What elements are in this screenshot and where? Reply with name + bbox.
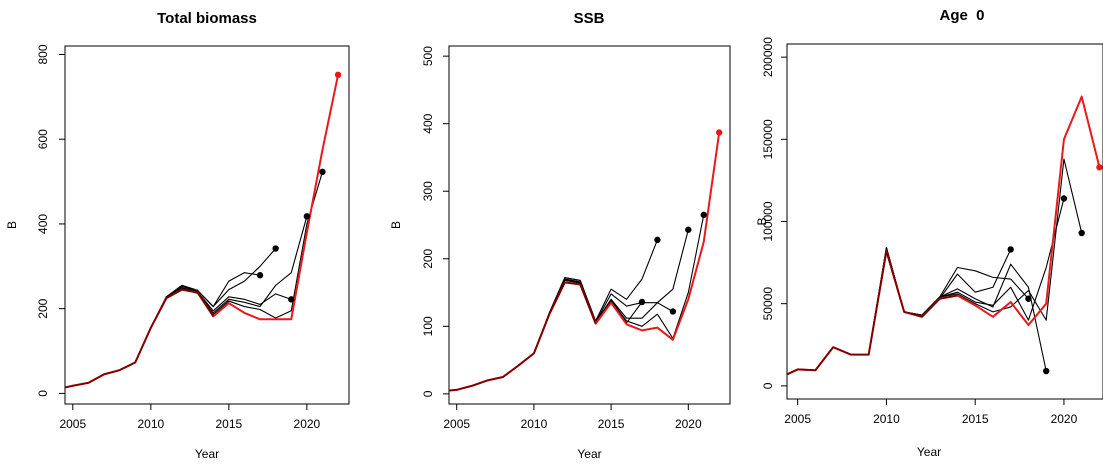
total-biomass-series-group — [65, 74, 340, 389]
ssb-retro-endpoint-point — [638, 298, 646, 306]
total-biomass-x-tick-label: 2010 — [137, 417, 164, 431]
total-biomass-retro-endpoint-point — [256, 272, 264, 279]
ssb-final-endpoint-point — [715, 129, 723, 136]
total-biomass-retro-series-line — [65, 285, 292, 389]
total-biomass-x-tick-label: 2020 — [294, 417, 321, 431]
age0-y-tick-label: 100000 — [761, 201, 775, 241]
total-biomass-retro-endpoint-point — [272, 245, 279, 252]
age0-x-tick-label: 2010 — [873, 412, 900, 426]
age0-x-tick-label: 2020 — [1051, 412, 1078, 426]
ssb-title: SSB — [574, 10, 605, 27]
age0-overlap-line — [787, 250, 958, 376]
age0-final-series-line — [787, 95, 1101, 376]
total-biomass-final-series-line — [65, 74, 340, 389]
age0-x-axis-label: Year — [917, 445, 941, 459]
ssb-overlap-line — [449, 281, 597, 392]
ssb-final-series-line — [449, 132, 721, 392]
age0-retro-series-line — [787, 198, 1065, 375]
total-biomass-y-tick-label: 200 — [36, 298, 50, 318]
total-biomass-overlap-line — [65, 288, 214, 389]
total-biomass-x-axis-label: Year — [195, 447, 219, 461]
ssb-retro-endpoint-point — [654, 236, 661, 244]
ssb-plot-frame — [448, 45, 731, 405]
ssb-retro-series-line — [449, 229, 689, 392]
ssb-retro-series-line — [449, 214, 705, 392]
age0-y-tick-label: 0 — [761, 382, 775, 389]
age0-retro-series-line — [787, 247, 1047, 375]
ssb-y-axis-label: B — [389, 221, 403, 229]
total-biomass-y-tick-label: 0 — [36, 390, 50, 397]
age0-retro-series-line — [787, 247, 1012, 375]
total-biomass-x-tick-label: 2015 — [215, 417, 242, 431]
total-biomass-panel: Total biomass 2005 2010 2015 2020 0 200 400 600 8… — [5, 10, 350, 461]
ssb-retro-endpoint-point — [700, 211, 707, 219]
total-biomass-plot-frame — [64, 45, 350, 405]
age0-title: Age 0 — [939, 7, 984, 24]
ssb-retro-endpoint-point — [685, 226, 692, 233]
ssb-x-axis-label: Year — [577, 447, 601, 461]
ssb-y-tick-label: 300 — [421, 181, 435, 201]
age0-retro-series-line — [787, 158, 1083, 375]
total-biomass-retro-endpoint-point — [319, 168, 326, 176]
age0-retro-endpoint-point — [1078, 229, 1085, 237]
age0-y-tick-label: 50000 — [761, 287, 775, 321]
ssb-y-tick-label: 0 — [421, 390, 435, 397]
total-biomass-x-tick-label: 2005 — [59, 417, 86, 431]
age0-retro-endpoint-point — [1060, 195, 1068, 202]
ssb-y-tick-label: 500 — [421, 46, 435, 66]
ssb-retro-endpoint-point — [669, 308, 677, 315]
total-biomass-y-axis-label: B — [5, 221, 19, 229]
age0-retro-endpoint-point — [1042, 367, 1050, 375]
total-biomass-title: Total biomass — [157, 10, 257, 27]
total-biomass-y-tick-label: 600 — [36, 129, 50, 149]
age0-final-endpoint-point — [1096, 164, 1103, 171]
total-biomass-retro-series-line — [65, 171, 323, 389]
age0-y-tick-label: 200000 — [761, 37, 775, 77]
age0-x-tick-label: 2005 — [784, 412, 811, 426]
total-biomass-retro-series-line — [65, 216, 308, 389]
ssb-x-tick-label: 2005 — [443, 417, 470, 431]
age0-panel: Age 0 2005 2010 2015 2020 0 50000 100000 150000 2… — [755, 7, 1103, 459]
total-biomass-retro-series-line — [65, 248, 277, 389]
total-biomass-retro-endpoint-point — [303, 213, 311, 220]
ssb-x-tick-label: 2010 — [521, 417, 548, 431]
age0-retro-endpoint-point — [1007, 246, 1014, 253]
age0-y-tick-label: 150000 — [761, 119, 775, 159]
total-biomass-retro-endpoint-point — [288, 296, 295, 303]
total-biomass-final-endpoint-point — [334, 71, 342, 79]
ssb-series-group — [449, 132, 721, 392]
ssb-panel: SSB 2005 2010 2015 2020 0 100 200 300 400 500 Year B — [389, 10, 731, 461]
total-biomass-y-tick-label: 800 — [36, 44, 50, 64]
ssb-y-tick-label: 200 — [421, 248, 435, 268]
total-biomass-retro-series-line — [65, 272, 261, 389]
age0-x-tick-label: 2015 — [962, 412, 989, 426]
age0-series-group — [787, 95, 1101, 376]
ssb-y-tick-label: 100 — [421, 316, 435, 336]
total-biomass-y-tick-label: 400 — [36, 214, 50, 234]
age0-y-axis-label: B — [755, 217, 769, 225]
age0-retro-endpoint-point — [1025, 295, 1032, 302]
ssb-x-tick-label: 2015 — [598, 417, 625, 431]
ssb-x-tick-label: 2020 — [675, 417, 702, 431]
ssb-y-tick-label: 400 — [421, 113, 435, 133]
